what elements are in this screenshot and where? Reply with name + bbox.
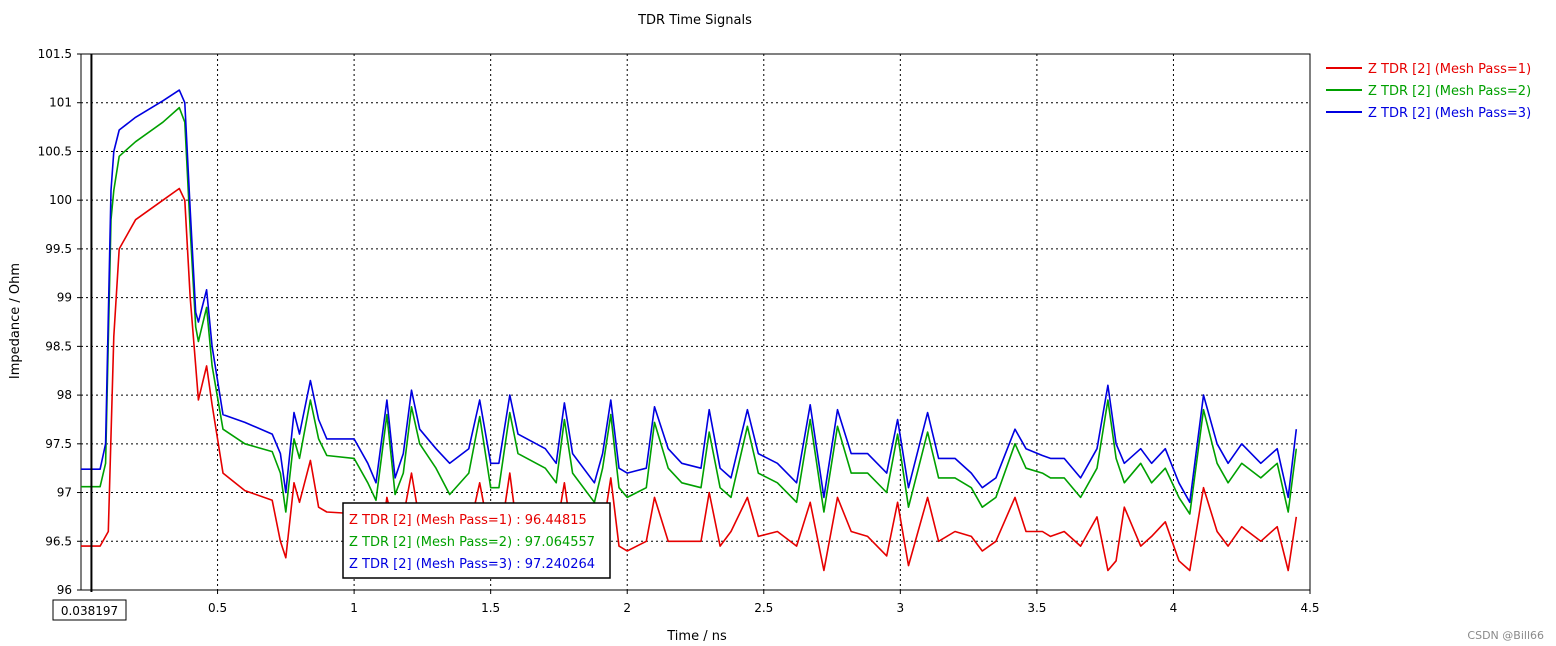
chart-title: TDR Time Signals [637,13,752,28]
series-line-2 [81,106,1298,515]
y-tick-label: 98.5 [45,339,72,353]
readout-box [342,502,611,579]
legend-label-3: Z TDR [2] (Mesh Pass=3) [1368,106,1531,121]
y-tick-label: 99.5 [45,242,72,256]
y-axis-ticks: 96 96.5 97 97.5 98 98.5 99 99.5 100 100.5 101 101.5 [38,47,81,597]
x-tick-label: 4 [1170,601,1178,615]
y-tick-label: 101 [49,96,72,110]
series-line-3 [81,89,1298,504]
y-tick-label: 100 [49,193,72,207]
grid-lines [81,54,1310,590]
plot-area [80,53,1311,591]
x-tick-label: 2.5 [754,601,773,615]
y-tick-label: 100.5 [38,144,72,158]
y-axis-label: Impedance / Ohm [8,263,23,379]
x-tick-label: 1.5 [481,601,500,615]
y-tick-label: 96 [57,583,72,597]
x-axis-label: Time / ns [666,629,727,644]
x-tick-label: 2 [623,601,631,615]
y-tick-label: 97.5 [45,437,72,451]
x-tick-label: 1 [350,601,358,615]
series-line-1 [81,187,1298,572]
readout-line-2: Z TDR [2] (Mesh Pass=2) : 97.064557 [349,535,595,550]
x-tick-label: 0.5 [208,601,227,615]
x-tick-label: 3 [897,601,905,615]
x-axis-ticks: 0.5 1 1.5 2 2.5 3 3.5 4 4.5 [208,590,1320,615]
marker-label: 0.038197 [61,604,118,618]
series-lines [81,89,1298,572]
watermark: CSDN @Bill66 [1467,629,1544,642]
readout-line-3: Z TDR [2] (Mesh Pass=3) : 97.240264 [349,557,595,572]
y-tick-label: 99 [57,291,72,305]
marker-label-box [52,599,127,621]
legend-label-2: Z TDR [2] (Mesh Pass=2) [1368,84,1531,99]
legend: Z TDR [2] (Mesh Pass=1) Z TDR [2] (Mesh P… [1326,62,1531,121]
y-tick-label: 96.5 [45,534,72,548]
x-tick-label: 4.5 [1300,601,1319,615]
y-tick-label: 97 [57,486,72,500]
y-tick-label: 98 [57,388,72,402]
readout-line-1: Z TDR [2] (Mesh Pass=1) : 96.44815 [349,513,587,528]
marker-readout-box: Z TDR [2] (Mesh Pass=1) : 96.44815 Z TDR … [342,502,611,579]
time-marker[interactable]: 0.038197 [52,54,127,621]
legend-label-1: Z TDR [2] (Mesh Pass=1) [1368,62,1531,77]
x-tick-label: 3.5 [1027,601,1046,615]
y-tick-label: 101.5 [38,47,72,61]
